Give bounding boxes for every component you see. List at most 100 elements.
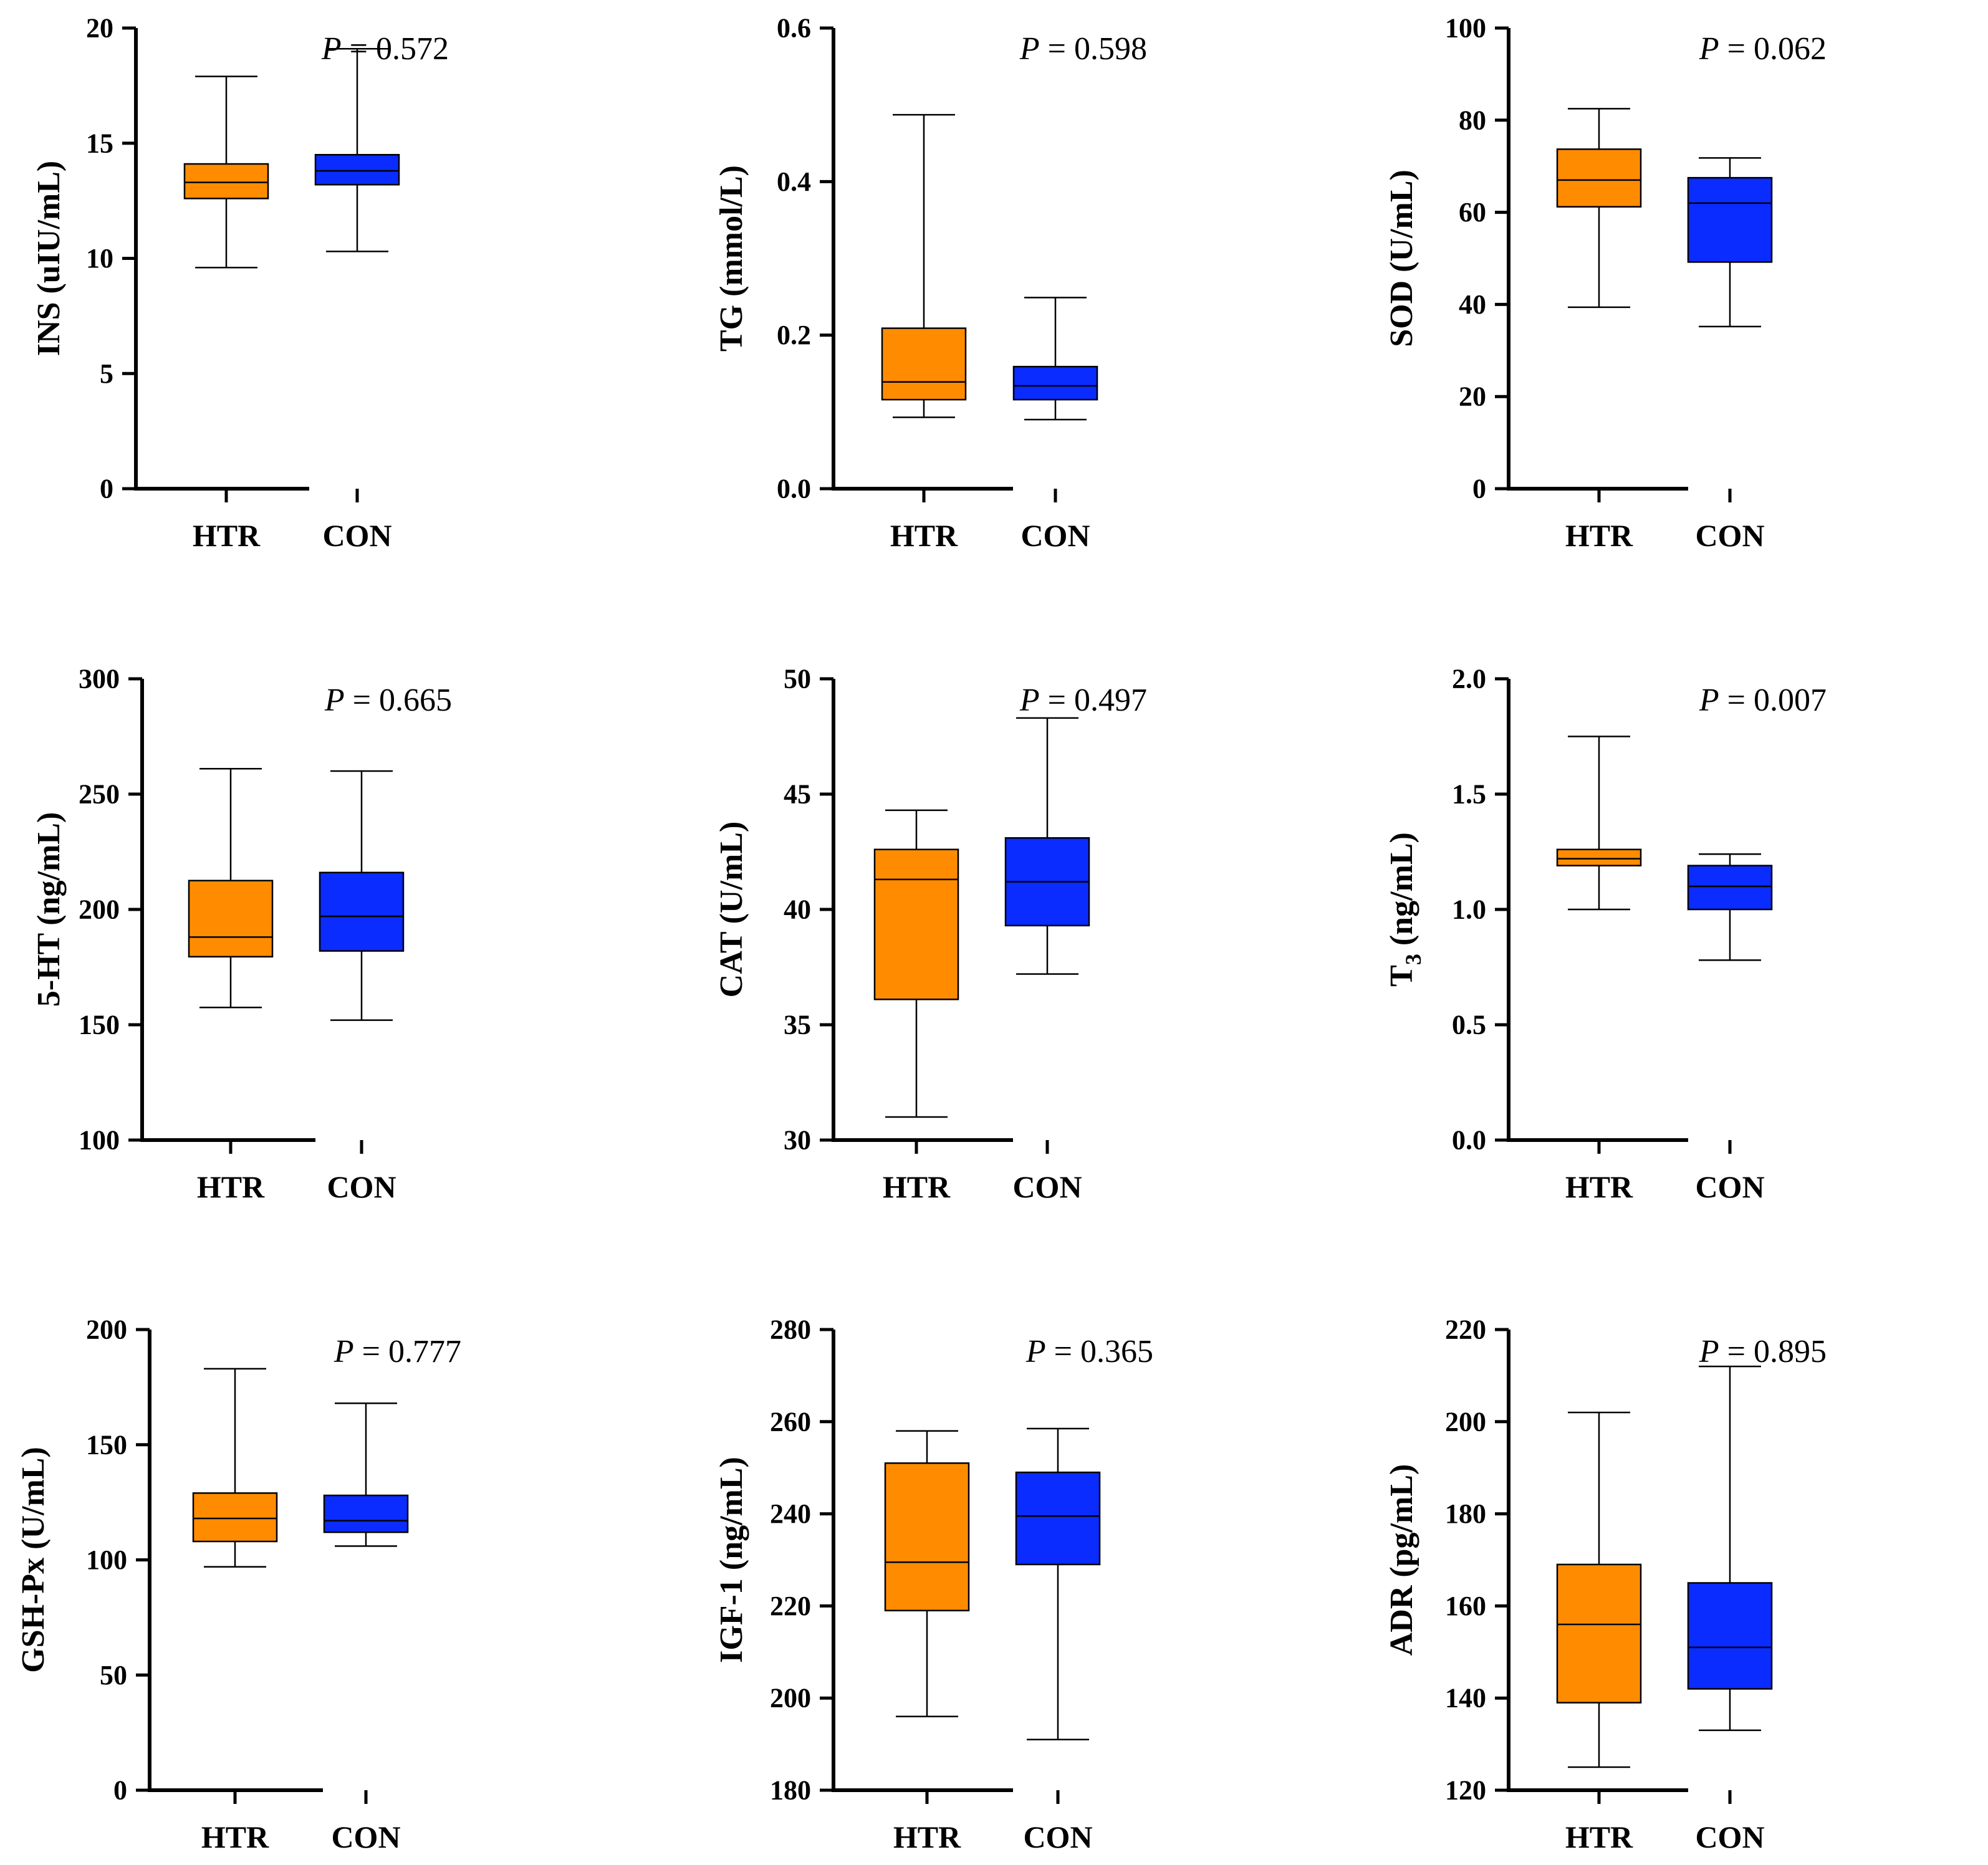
y-tick-label: 150	[86, 1429, 127, 1460]
box-con	[319, 770, 405, 1021]
p-value-label: P = 0.598	[1019, 31, 1147, 67]
y-axis-label: 5-HT (ng/mL)	[31, 812, 67, 1007]
p-value-label: P = 0.365	[1025, 1334, 1153, 1369]
box-iqr	[183, 163, 269, 199]
box-iqr	[319, 871, 405, 952]
x-category-label: CON	[327, 1169, 396, 1204]
y-tick-label: 120	[1445, 1775, 1486, 1806]
box-iqr	[1687, 176, 1773, 263]
box-con	[1687, 1365, 1773, 1732]
y-tick-label: 0.0	[777, 474, 811, 504]
y-tick-label: 0	[1472, 474, 1486, 504]
box-iqr	[881, 327, 967, 401]
box-htr	[873, 809, 959, 1118]
y-tick-label: 260	[770, 1406, 811, 1437]
box-con	[314, 48, 400, 252]
x-category-label: HTR	[193, 518, 261, 553]
box-iqr	[873, 848, 959, 1000]
y-tick-label: 160	[1445, 1591, 1486, 1621]
box-iqr	[1556, 848, 1642, 866]
box-htr	[884, 1430, 970, 1718]
box-con	[1687, 157, 1773, 328]
y-tick-label: 20	[86, 13, 113, 44]
y-tick-label: 180	[770, 1775, 811, 1806]
y-tick-label: 0.2	[777, 320, 811, 350]
y-tick-label: 140	[1445, 1683, 1486, 1714]
y-axis-label: T3 (ng/mL)	[1384, 832, 1426, 987]
box-iqr	[1687, 865, 1773, 911]
y-tick-label: 60	[1459, 197, 1486, 228]
box-htr	[1556, 736, 1642, 911]
panel-5: 30 35 40 45 50 HTR CON CAT (U/mL) P = 0.497	[714, 664, 1147, 1205]
box-htr	[881, 113, 967, 418]
y-tick-label: 40	[1459, 289, 1486, 320]
y-tick-label: 0	[113, 1775, 127, 1806]
y-tick-label: 250	[79, 779, 120, 810]
y-tick-label: 100	[79, 1125, 120, 1156]
y-tick-label: 0	[100, 474, 113, 504]
y-tick-label: 180	[1445, 1498, 1486, 1529]
y-tick-label: 200	[1445, 1406, 1486, 1437]
box-htr	[192, 1368, 278, 1568]
panel-3: 0 20 40 60 80 100 HTR CON SOD (U/mL) P = 0.062	[1384, 13, 1827, 554]
y-tick-label: 30	[784, 1125, 811, 1156]
y-tick-label: 0.5	[1452, 1010, 1486, 1040]
y-axis-label: TG (mmol/L)	[714, 165, 749, 352]
box-con	[1015, 1427, 1101, 1740]
panel-8: 180 200 220 240 260 280 HTR CON IGF-1 (ng/mL) P =…	[714, 1315, 1153, 1855]
y-tick-label: 45	[784, 779, 811, 810]
x-category-label: CON	[1695, 1169, 1764, 1204]
y-tick-label: 40	[784, 894, 811, 925]
y-tick-label: 5	[100, 358, 113, 389]
y-tick-label: 200	[86, 1315, 127, 1345]
box-con	[323, 1402, 409, 1547]
y-tick-label: 100	[86, 1545, 127, 1575]
y-tick-label: 20	[1459, 381, 1486, 412]
p-value-label: P = 0.895	[1699, 1334, 1827, 1369]
y-tick-label: 300	[79, 664, 120, 694]
x-category-label: HTR	[197, 1169, 265, 1204]
p-value-label: P = 0.007	[1699, 683, 1827, 718]
y-tick-label: 220	[770, 1591, 811, 1621]
box-htr	[1556, 108, 1642, 309]
y-axis-label: IGF-1 (ng/mL)	[714, 1457, 749, 1663]
y-tick-label: 200	[79, 894, 120, 925]
panel-4: 100 150 200 250 300 HTR CON 5-HT (ng/mL) P = 0.6…	[31, 664, 452, 1205]
y-axis-label: GSH-Px (U/mL)	[16, 1447, 51, 1673]
y-tick-label: 150	[79, 1010, 120, 1040]
panel-1: 0 5 10 15 20 HTR CON INS (uIU/mL) P = 0.572	[31, 13, 449, 554]
y-tick-label: 50	[100, 1660, 127, 1690]
y-tick-label: 50	[784, 664, 811, 694]
p-value-label: P = 0.777	[334, 1334, 461, 1369]
box-iqr	[1012, 365, 1098, 401]
x-category-label: HTR	[1565, 518, 1633, 553]
y-tick-label: 1.0	[1452, 894, 1486, 925]
x-category-label: CON	[331, 1819, 400, 1854]
y-tick-label: 15	[86, 128, 113, 158]
y-tick-label: 10	[86, 243, 113, 274]
y-tick-label: 0.4	[777, 166, 811, 197]
p-value-label: P = 0.572	[321, 31, 449, 67]
box-con	[1004, 717, 1090, 975]
p-value-label: P = 0.665	[324, 683, 452, 718]
y-tick-label: 35	[784, 1010, 811, 1040]
panel-6: 0.0 0.5 1.0 1.5 2.0 HTR CON T3 (ng/mL) P = 0.007	[1384, 664, 1827, 1205]
x-category-label: HTR	[201, 1819, 269, 1854]
x-category-label: HTR	[890, 518, 958, 553]
y-axis-label: ADR (pg/mL)	[1384, 1464, 1419, 1656]
panel-7: 0 50 100 150 200 HTR CON GSH-Px (U/mL) P = 0.777	[16, 1315, 461, 1855]
box-iqr	[1687, 1582, 1773, 1690]
box-con	[1687, 853, 1773, 961]
x-category-label: HTR	[883, 1169, 951, 1204]
x-category-label: CON	[1695, 518, 1764, 553]
x-category-label: CON	[322, 518, 391, 553]
box-iqr	[188, 880, 274, 958]
y-axis-label: CAT (U/mL)	[714, 822, 749, 998]
p-value-label: P = 0.062	[1699, 31, 1827, 67]
y-tick-label: 200	[770, 1683, 811, 1714]
box-iqr	[1556, 1563, 1642, 1704]
x-category-label: HTR	[1565, 1169, 1633, 1204]
box-htr	[183, 75, 269, 269]
box-iqr	[314, 153, 400, 186]
